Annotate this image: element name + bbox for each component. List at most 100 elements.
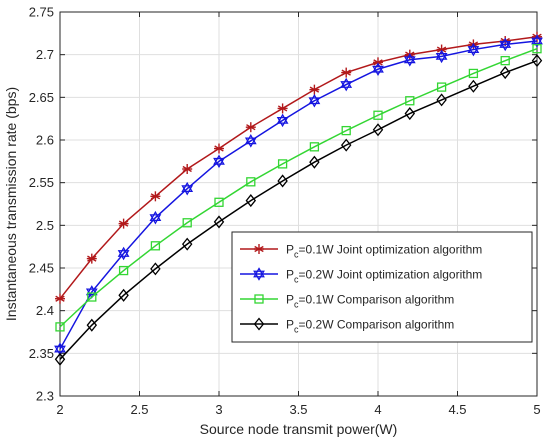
data-point [309, 155, 320, 169]
data-point [118, 288, 129, 302]
data-point [150, 191, 161, 202]
data-point [86, 253, 97, 264]
marker-triangle [340, 77, 353, 88]
marker-triangle [467, 42, 480, 53]
y-tick-label: 2.4 [36, 303, 54, 318]
marker-triangle [276, 113, 289, 124]
legend-entry: Pc=0.2W Joint optimization algorithm [240, 267, 482, 285]
data-point [435, 49, 448, 64]
marker-triangle [372, 62, 384, 73]
marker-triangle [117, 250, 130, 261]
marker-triangle [253, 270, 265, 281]
data-point [436, 44, 447, 55]
legend-marker [253, 267, 265, 281]
marker-triangle [308, 93, 321, 105]
data-point [55, 322, 65, 332]
marker-triangle [181, 185, 194, 196]
marker-triangle [85, 285, 98, 296]
data-point [341, 67, 352, 78]
data-point [436, 93, 447, 107]
x-tick-label: 2.5 [130, 402, 148, 417]
y-tick-label: 2.75 [29, 5, 54, 20]
data-point [277, 174, 288, 188]
data-point [500, 55, 510, 66]
data-point [373, 57, 383, 68]
marker-triangle [372, 65, 384, 76]
marker-triangle [244, 134, 257, 145]
data-point [245, 122, 256, 133]
data-point [150, 241, 161, 251]
data-point [54, 342, 66, 356]
data-point [87, 292, 97, 302]
axes: 2 2.5 3 3.5 4 4.5 5 2.3 2.35 2.4 2.45 2.5 2.55 2.6 2.6… [29, 5, 541, 418]
data-point [404, 107, 416, 121]
data-point [214, 143, 224, 154]
data-point [55, 293, 65, 304]
y-axis-label: Instantaneous transmission rate (bps) [3, 87, 19, 321]
y-tick-label: 2.45 [29, 261, 54, 276]
data-point [181, 181, 194, 196]
y-tick-label: 2.3 [36, 389, 54, 404]
marker-triangle [531, 34, 543, 45]
y-tick-label: 2.5 [36, 218, 54, 233]
data-point [468, 79, 479, 93]
data-point [54, 352, 66, 366]
data-point [308, 93, 321, 108]
data-point [277, 159, 288, 169]
y-tick-label: 2.55 [29, 175, 54, 190]
data-point [182, 218, 192, 228]
data-point [150, 262, 161, 276]
y-tick-label: 2.65 [29, 90, 54, 105]
data-point [213, 154, 225, 169]
legend-label: Pc=0.2W Comparison algorithm [286, 318, 454, 335]
marker-triangle [403, 56, 416, 67]
x-tick-label: 5 [533, 402, 540, 417]
data-point [532, 44, 542, 54]
legend-marker [254, 294, 264, 304]
marker-triangle [499, 37, 512, 48]
data-point [436, 82, 447, 92]
y-tick-label: 2.35 [29, 346, 54, 361]
data-point [341, 125, 351, 136]
series-2 [54, 34, 543, 356]
data-point [182, 164, 193, 175]
marker-triangle [435, 49, 448, 60]
data-point [276, 113, 289, 128]
y-tick-label: 2.7 [36, 47, 54, 62]
legend-label: Pc=0.1W Comparison algorithm [286, 293, 454, 310]
data-point [499, 37, 512, 52]
data-point [403, 52, 416, 67]
marker-triangle [499, 41, 512, 52]
marker-triangle [181, 181, 194, 193]
data-point [372, 62, 384, 76]
marker-triangle [244, 137, 257, 148]
data-point [277, 103, 288, 114]
marker-triangle [213, 154, 225, 165]
x-tick-label: 3.5 [289, 402, 307, 417]
marker-triangle [117, 246, 130, 257]
plot-series [54, 31, 543, 366]
data-point [214, 197, 224, 207]
marker-triangle [435, 52, 448, 64]
data-point [213, 215, 225, 229]
marker-triangle [253, 267, 265, 278]
marker-triangle [467, 46, 480, 57]
x-tick-label: 2 [56, 402, 63, 417]
marker-triangle [276, 116, 289, 128]
legend: Pc=0.1W Joint optimization algorithm Pc=0… [231, 231, 533, 343]
series-line [59, 40, 538, 350]
series-line [59, 59, 538, 360]
data-point [467, 42, 480, 57]
data-point [246, 177, 256, 187]
data-point [372, 123, 384, 137]
marker-triangle [531, 37, 543, 48]
marker-triangle [54, 345, 66, 356]
x-tick-label: 4.5 [448, 402, 466, 417]
marker-triangle [149, 214, 162, 225]
legend-marker [253, 317, 265, 331]
legend-box [231, 231, 533, 343]
marker-triangle [149, 210, 162, 222]
marker-triangle [308, 97, 321, 108]
data-point [309, 84, 320, 95]
